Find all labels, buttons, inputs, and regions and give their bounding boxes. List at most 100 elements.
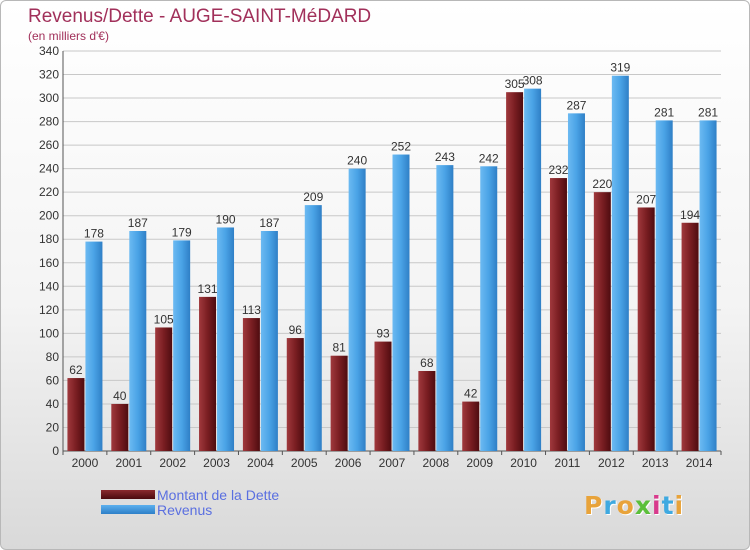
bar-revenue xyxy=(436,165,454,451)
x-tick-label: 2006 xyxy=(335,456,362,470)
bar-revenue xyxy=(480,166,498,451)
chart-subtitle: (en milliers d'€) xyxy=(28,29,109,43)
data-label-revenue: 252 xyxy=(391,140,411,154)
bar-debt xyxy=(199,296,217,451)
data-label-debt: 62 xyxy=(69,363,83,377)
bar-debt xyxy=(637,207,655,451)
y-tick-label: 0 xyxy=(52,444,59,458)
data-label-revenue: 243 xyxy=(435,150,455,164)
y-tick-label: 140 xyxy=(39,279,59,293)
data-label-debt: 42 xyxy=(464,387,478,401)
data-label-revenue: 319 xyxy=(610,61,630,75)
y-tick-label: 20 xyxy=(46,420,60,434)
bar-revenue xyxy=(173,240,191,451)
bar-debt xyxy=(593,192,611,452)
bar-debt xyxy=(67,378,85,451)
legend: Montant de la Dette Revenus xyxy=(101,486,280,518)
logo-letter: o xyxy=(616,491,635,520)
data-label-debt: 40 xyxy=(113,389,127,403)
data-label-revenue: 240 xyxy=(347,154,367,168)
logo-letter: r xyxy=(603,491,617,520)
logo-letter: P xyxy=(584,491,604,520)
data-label-revenue: 190 xyxy=(216,212,236,226)
x-tick-label: 2011 xyxy=(555,456,581,470)
bar-debt xyxy=(506,92,524,452)
data-label-revenue: 178 xyxy=(84,227,104,241)
y-tick-label: 220 xyxy=(39,185,59,199)
x-tick-label: 2007 xyxy=(379,456,406,470)
bar-revenue xyxy=(260,231,278,451)
legend-item-revenue: Revenus xyxy=(101,501,279,518)
x-tick-label: 2005 xyxy=(291,456,318,470)
bar-debt xyxy=(155,327,173,451)
y-tick-label: 100 xyxy=(39,326,59,340)
y-tick-label: 120 xyxy=(39,303,59,317)
x-tick-label: 2001 xyxy=(115,456,142,470)
bar-debt xyxy=(242,318,260,451)
bar-debt xyxy=(286,338,304,451)
bar-revenue xyxy=(655,120,673,451)
x-tick-label: 2014 xyxy=(686,456,713,470)
y-tick-label: 60 xyxy=(46,373,60,387)
bar-debt xyxy=(374,341,392,451)
x-tick-label: 2000 xyxy=(72,456,99,470)
bar-revenue xyxy=(129,231,147,451)
y-tick-label: 340 xyxy=(39,44,59,58)
data-label-revenue: 187 xyxy=(259,216,279,230)
bar-revenue xyxy=(392,154,410,451)
legend-swatch-debt xyxy=(101,490,155,499)
data-label-revenue: 209 xyxy=(303,190,323,204)
legend-label-revenue: Revenus xyxy=(157,501,213,518)
bar-debt xyxy=(418,371,436,451)
bar-debt xyxy=(549,178,567,451)
bar-debt xyxy=(111,403,129,451)
logo-letter: i xyxy=(652,491,662,520)
data-label-debt: 105 xyxy=(154,312,174,326)
x-tick-label: 2012 xyxy=(598,456,625,470)
data-label-revenue: 242 xyxy=(479,151,499,165)
x-tick-label: 2013 xyxy=(642,456,669,470)
data-label-debt: 220 xyxy=(592,177,612,191)
y-tick-label: 40 xyxy=(46,397,60,411)
data-label-debt: 207 xyxy=(636,192,656,206)
data-label-debt: 93 xyxy=(376,327,390,341)
data-label-debt: 96 xyxy=(289,323,303,337)
y-tick-label: 80 xyxy=(46,350,60,364)
data-label-revenue: 287 xyxy=(566,98,586,112)
legend-swatch-revenue xyxy=(101,505,155,514)
bar-revenue xyxy=(217,227,235,451)
y-tick-label: 240 xyxy=(39,162,59,176)
chart-title: Revenus/Dette - AUGE-SAINT-MéDARD xyxy=(28,6,372,27)
y-tick-label: 280 xyxy=(39,115,59,129)
data-label-revenue: 281 xyxy=(698,105,718,119)
data-label-debt: 305 xyxy=(505,77,525,91)
bar-debt xyxy=(462,401,480,451)
proxiti-logo: Proxiti xyxy=(584,491,684,520)
data-label-debt: 113 xyxy=(242,303,261,317)
x-tick-label: 2009 xyxy=(466,456,493,470)
x-tick-label: 2010 xyxy=(510,456,537,470)
data-label-debt: 232 xyxy=(548,163,568,177)
bar-revenue xyxy=(699,120,717,451)
data-label-debt: 194 xyxy=(680,208,700,222)
bar-revenue xyxy=(85,241,103,451)
logo-letter: t xyxy=(661,491,675,520)
bar-revenue xyxy=(611,75,629,452)
x-tick-label: 2004 xyxy=(247,456,274,470)
data-label-debt: 68 xyxy=(420,356,434,370)
data-label-revenue: 308 xyxy=(523,74,543,88)
x-tick-label: 2002 xyxy=(159,456,186,470)
x-tick-label: 2003 xyxy=(203,456,230,470)
logo-letter: i xyxy=(674,491,685,520)
legend-label-debt: Montant de la Dette xyxy=(157,486,280,503)
bar-revenue xyxy=(567,113,585,452)
y-tick-label: 180 xyxy=(39,232,59,246)
legend-item-debt: Montant de la Dette xyxy=(101,486,280,503)
y-tick-label: 160 xyxy=(39,256,59,270)
y-tick-label: 300 xyxy=(39,91,59,105)
bar-revenue xyxy=(304,205,322,451)
bar-debt xyxy=(330,355,348,451)
bar-revenue xyxy=(348,168,366,451)
